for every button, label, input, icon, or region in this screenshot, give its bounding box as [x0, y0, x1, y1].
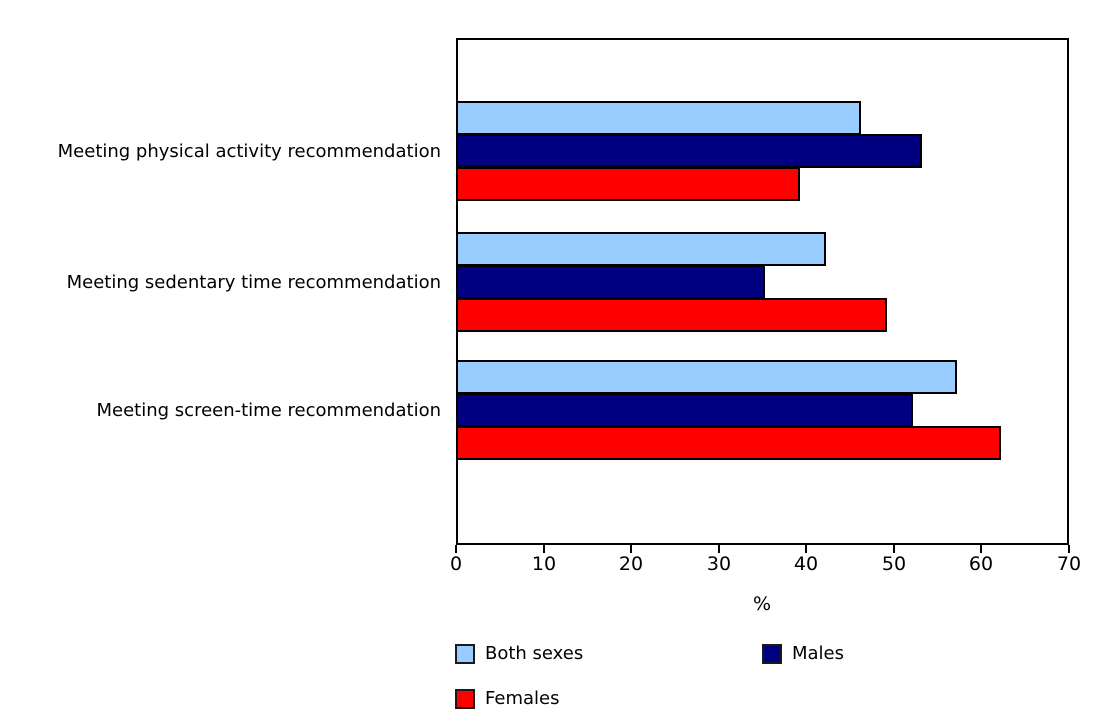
legend-swatch-both-sexes [455, 643, 475, 664]
x-axis-tick [630, 545, 632, 553]
x-axis-tick [543, 545, 545, 553]
legend-label-males: Males [792, 643, 845, 664]
category-label: Meeting physical activity recommendation [57, 141, 441, 162]
x-axis-tick-label: 70 [1056, 553, 1082, 575]
x-axis-tick-label: 0 [449, 553, 463, 575]
x-axis-tick [1068, 545, 1070, 553]
bar-females [456, 298, 887, 332]
x-axis-tick [805, 545, 807, 553]
bar-both-sexes [456, 360, 957, 394]
bar-males [456, 393, 913, 427]
bar-both-sexes [456, 101, 861, 135]
legend-swatch-females [455, 688, 475, 709]
x-axis-tick-label: 50 [881, 553, 907, 575]
x-axis-tick [718, 545, 720, 553]
legend-swatch-males [762, 643, 782, 664]
x-axis-tick-label: 60 [968, 553, 994, 575]
x-axis-tick-label: 40 [793, 553, 819, 575]
x-axis-tick-label: 10 [531, 553, 557, 575]
x-axis-tick [455, 545, 457, 553]
bar-females [456, 167, 800, 201]
category-label: Meeting screen-time recommendation [96, 400, 442, 421]
legend-item-both-sexes: Both sexes [455, 643, 583, 664]
x-axis-tick-label: 30 [706, 553, 732, 575]
bar-males [456, 134, 922, 168]
bar-females [456, 426, 1001, 460]
x-axis-tick [980, 545, 982, 553]
category-label: Meeting sedentary time recommendation [66, 272, 441, 293]
bar-both-sexes [456, 232, 826, 266]
bar-males [456, 265, 765, 299]
x-axis-title: % [752, 593, 772, 615]
legend-item-males: Males [762, 643, 844, 664]
x-axis-tick [893, 545, 895, 553]
x-axis-tick-label: 20 [618, 553, 644, 575]
legend-label-both-sexes: Both sexes [485, 643, 584, 664]
legend-item-females: Females [455, 688, 559, 709]
legend-label-females: Females [485, 688, 560, 709]
